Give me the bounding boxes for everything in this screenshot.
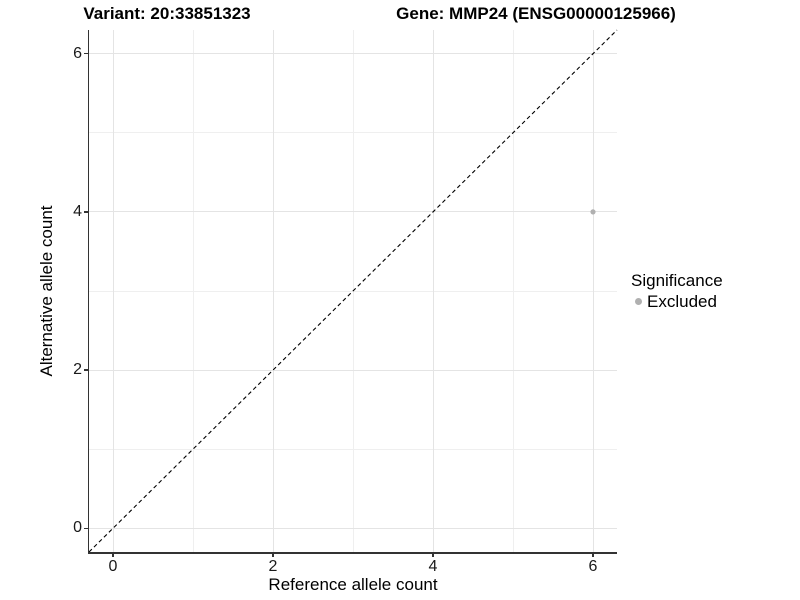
y-major-gridline — [89, 369, 617, 371]
x-major-gridline — [112, 30, 114, 552]
legend: Significance Excluded — [631, 271, 723, 311]
legend-point-icon — [635, 298, 642, 305]
plot-panel — [88, 29, 618, 553]
plot-draw-layer — [88, 29, 618, 553]
y-tick-label: 2 — [73, 361, 82, 379]
y-tick-label: 4 — [73, 202, 82, 220]
x-tick-mark — [272, 552, 274, 557]
y-axis-line — [87, 30, 89, 554]
y-tick-label: 6 — [73, 44, 82, 62]
legend-title: Significance — [631, 271, 723, 290]
x-tick-mark — [432, 552, 434, 557]
x-major-gridline — [432, 30, 434, 552]
y-major-gridline — [89, 211, 617, 213]
y-major-gridline — [89, 53, 617, 55]
x-major-gridline — [272, 30, 274, 552]
y-minor-gridline — [89, 448, 617, 450]
x-axis-line — [87, 552, 617, 554]
x-axis-title: Reference allele count — [268, 575, 438, 594]
y-tick-mark — [83, 52, 89, 55]
x-tick-mark — [112, 552, 114, 557]
y-tick-mark — [83, 211, 89, 213]
legend-item-label: Excluded — [647, 292, 717, 311]
y-tick-mark — [83, 527, 89, 530]
identity-dashed-line — [88, 29, 618, 553]
x-tick-label: 4 — [428, 558, 438, 575]
x-tick-mark — [592, 552, 594, 557]
plot-title-variant: Variant: 20:33851323 — [83, 4, 251, 23]
x-tick-label: 0 — [108, 558, 118, 575]
legend-item-excluded: Excluded — [631, 292, 723, 311]
x-major-gridline — [592, 30, 594, 552]
y-tick-mark — [83, 369, 89, 371]
data-point — [590, 209, 596, 215]
y-minor-gridline — [89, 132, 617, 134]
y-tick-label: 0 — [73, 519, 82, 537]
y-major-gridline — [89, 527, 617, 529]
plot-title-gene: Gene: MMP24 (ENSG00000125966) — [396, 4, 676, 23]
x-tick-label: 2 — [268, 558, 278, 575]
x-tick-label: 6 — [588, 558, 598, 575]
y-axis-title: Alternative allele count — [37, 205, 56, 377]
